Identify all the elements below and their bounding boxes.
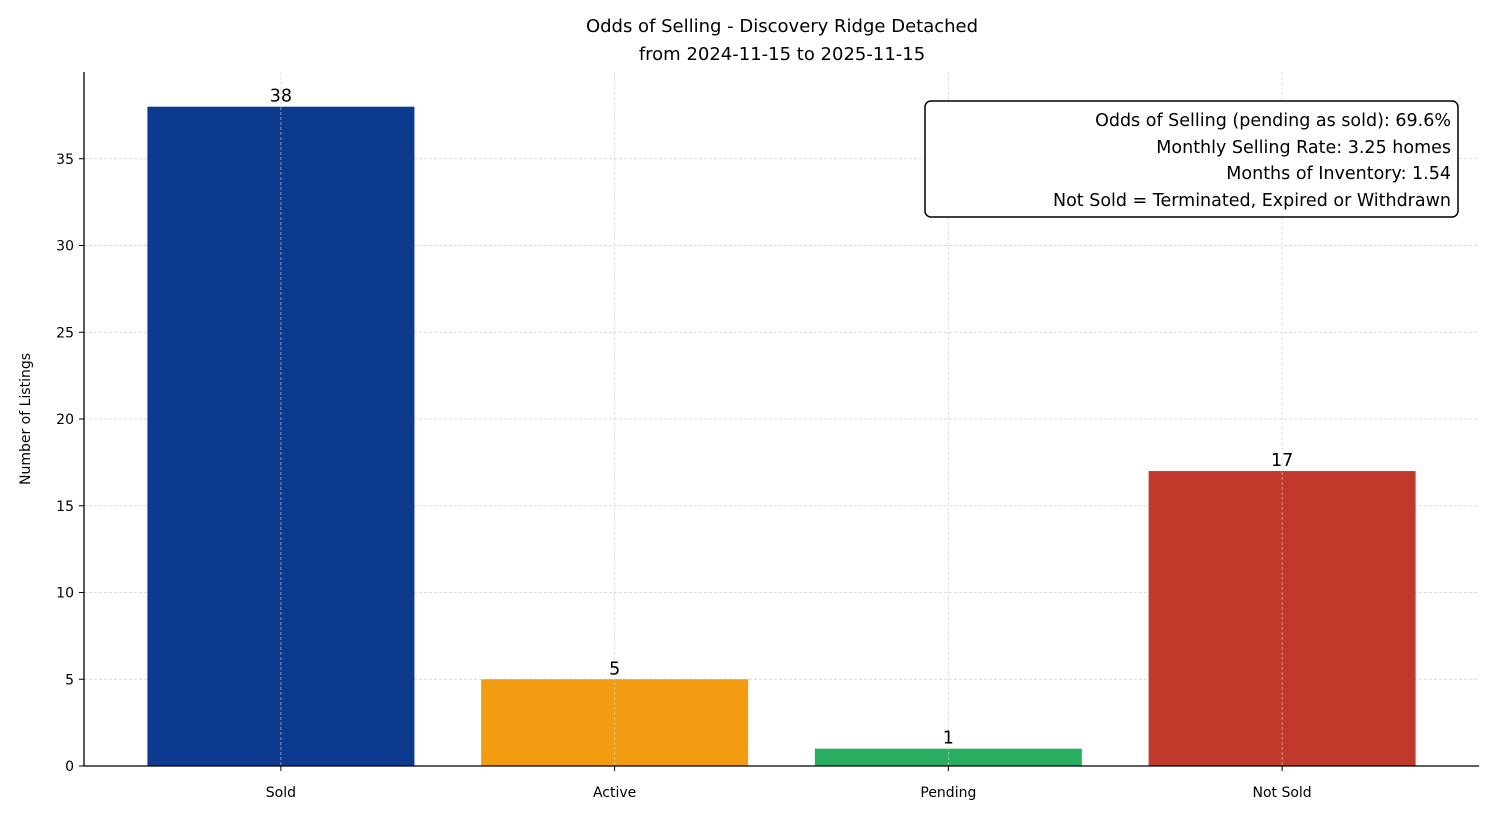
bar-sold	[147, 106, 415, 766]
y-tick-label: 5	[65, 672, 74, 688]
annotation-line: Monthly Selling Rate: 3.25 homes	[1156, 138, 1451, 158]
y-tick-label: 10	[56, 586, 74, 602]
chart-subtitle: from 2024-11-15 to 2025-11-15	[639, 44, 925, 65]
y-tick-label: 25	[56, 325, 74, 341]
y-tick-label: 0	[65, 759, 74, 775]
y-tick-label: 15	[56, 499, 74, 515]
annotation-line: Months of Inventory: 1.54	[1226, 164, 1451, 184]
x-tick-label: Sold	[266, 785, 296, 801]
bar-value-label: 17	[1271, 451, 1293, 471]
y-axis-label: Number of Listings	[18, 353, 34, 485]
bar-value-label: 5	[609, 659, 620, 679]
annotation-line: Not Sold = Terminated, Expired or Withdr…	[1053, 191, 1451, 211]
bar-value-label: 1	[943, 729, 954, 749]
y-tick-label: 20	[56, 412, 74, 428]
x-tick-label: Active	[593, 785, 636, 801]
x-tick-label: Not Sold	[1252, 785, 1311, 801]
y-tick-label: 35	[56, 152, 74, 168]
annotation-line: Odds of Selling (pending as sold): 69.6%	[1095, 111, 1451, 131]
y-tick-label: 30	[56, 239, 74, 255]
annotation-box: Odds of Selling (pending as sold): 69.6%…	[924, 100, 1459, 218]
bar-value-label: 38	[270, 87, 292, 107]
chart-title: Odds of Selling - Discovery Ridge Detach…	[586, 16, 978, 37]
annotation-frame	[924, 100, 1459, 218]
x-tick-label: Pending	[920, 785, 976, 801]
